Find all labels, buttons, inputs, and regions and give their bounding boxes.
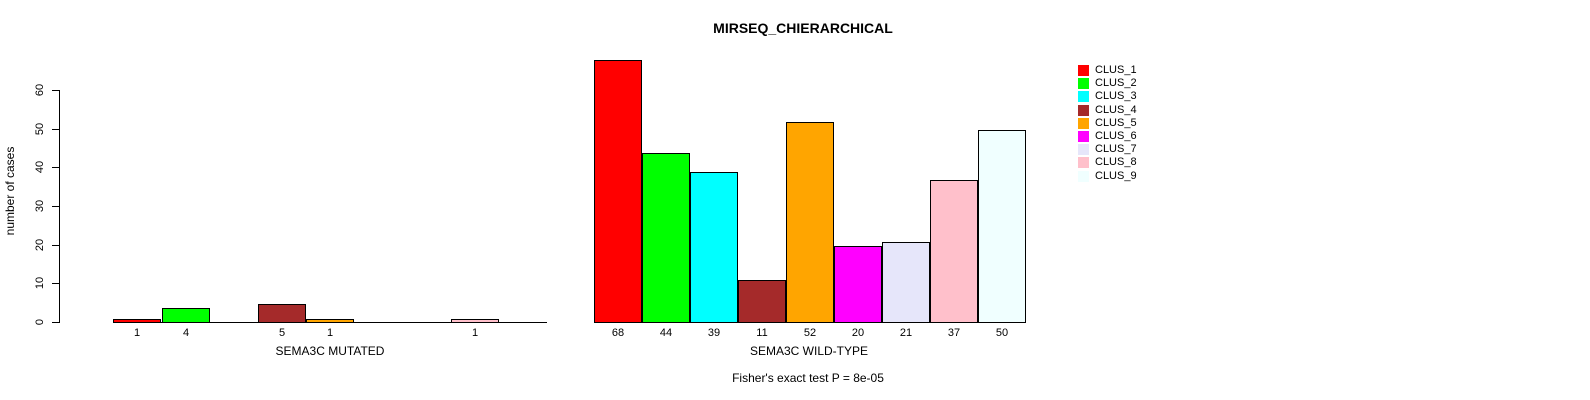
bar-CLUS_4 (738, 280, 786, 323)
legend-item-CLUS_9: CLUS_9 (1078, 170, 1168, 183)
y-axis-tick (52, 245, 59, 246)
bar-CLUS_9 (978, 130, 1026, 323)
y-axis-line (59, 90, 60, 323)
legend-label: CLUS_1 (1095, 64, 1137, 76)
bar-CLUS_5 (306, 319, 354, 323)
y-axis-tick (52, 283, 59, 284)
legend-swatch (1078, 157, 1089, 168)
legend-swatch (1078, 171, 1089, 182)
legend-item-CLUS_2: CLUS_2 (1078, 77, 1168, 90)
legend-swatch (1078, 118, 1089, 129)
legend-swatch (1078, 78, 1089, 89)
bar-value-label: 1 (326, 327, 334, 339)
legend-item-CLUS_5: CLUS_5 (1078, 117, 1168, 130)
x-axis-label-wildtype: SEMA3C WILD-TYPE (749, 344, 869, 358)
y-axis-tick (52, 206, 59, 207)
bar-CLUS_1 (594, 60, 642, 323)
chart-title: MIRSEQ_CHIERARCHICAL (713, 20, 893, 36)
bar-CLUS_2 (642, 153, 690, 323)
bar-CLUS_6 (834, 246, 882, 323)
x-axis-label-mutated: SEMA3C MUTATED (275, 344, 385, 358)
bar-value-label: 52 (803, 327, 817, 339)
legend-item-CLUS_3: CLUS_3 (1078, 90, 1168, 103)
bar-value-label: 68 (611, 327, 625, 339)
bar-value-label: 50 (995, 327, 1009, 339)
fisher-test-annotation: Fisher's exact test P = 8e-05 (732, 371, 884, 385)
bar-value-label: 21 (899, 327, 913, 339)
bar-value-label: 37 (947, 327, 961, 339)
bar-CLUS_5 (786, 122, 834, 323)
bar-value-label: 4 (182, 327, 190, 339)
bar-value-label: 39 (707, 327, 721, 339)
y-axis-tick (52, 167, 59, 168)
y-axis-tick-label: 40 (34, 160, 46, 174)
legend-swatch (1078, 105, 1089, 116)
bar-value-label: 44 (659, 327, 673, 339)
bar-CLUS_2 (162, 308, 210, 323)
bar-value-label: 1 (471, 327, 479, 339)
bar-CLUS_8 (930, 180, 978, 323)
bar-value-label: 1 (133, 327, 141, 339)
legend-swatch (1078, 65, 1089, 76)
legend-label: CLUS_3 (1095, 90, 1137, 102)
y-axis-tick (52, 322, 59, 323)
y-axis-tick (52, 90, 59, 91)
y-axis-tick-label: 10 (34, 276, 46, 290)
y-axis-tick-label: 50 (34, 122, 46, 136)
y-axis-tick-label: 60 (34, 83, 46, 97)
y-axis-tick-label: 30 (34, 199, 46, 213)
legend-item-CLUS_8: CLUS_8 (1078, 156, 1168, 169)
legend-item-CLUS_4: CLUS_4 (1078, 104, 1168, 117)
y-axis-label: number of cases (3, 146, 17, 236)
bar-value-label: 20 (851, 327, 865, 339)
legend-item-CLUS_6: CLUS_6 (1078, 130, 1168, 143)
legend-label: CLUS_4 (1095, 104, 1137, 116)
bar-CLUS_1 (113, 319, 161, 323)
bar-CLUS_8 (451, 319, 499, 323)
legend-label: CLUS_7 (1095, 143, 1137, 155)
legend-swatch (1078, 144, 1089, 155)
y-axis-tick-label: 20 (34, 238, 46, 252)
legend-item-CLUS_7: CLUS_7 (1078, 143, 1168, 156)
legend-item-CLUS_1: CLUS_1 (1078, 64, 1168, 77)
bar-CLUS_4 (258, 304, 306, 323)
legend-label: CLUS_8 (1095, 156, 1137, 168)
legend-label: CLUS_9 (1095, 170, 1137, 182)
legend-label: CLUS_6 (1095, 130, 1137, 142)
y-axis-tick-label: 0 (34, 318, 46, 326)
legend-swatch (1078, 131, 1089, 142)
bar-value-label: 11 (756, 327, 768, 339)
legend-label: CLUS_5 (1095, 117, 1137, 129)
bar-CLUS_7 (882, 242, 930, 323)
y-axis-tick (52, 129, 59, 130)
bar-CLUS_3 (690, 172, 738, 323)
legend-label: CLUS_2 (1095, 77, 1137, 89)
legend-swatch (1078, 91, 1089, 102)
bar-value-label: 5 (278, 327, 286, 339)
